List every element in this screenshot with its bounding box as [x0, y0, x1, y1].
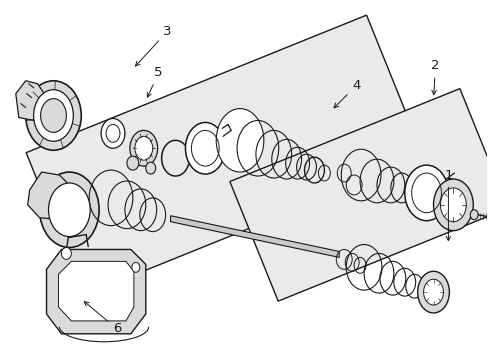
Ellipse shape	[423, 279, 443, 305]
Ellipse shape	[216, 109, 264, 172]
Ellipse shape	[41, 99, 66, 132]
Ellipse shape	[26, 81, 81, 150]
Ellipse shape	[101, 118, 124, 148]
Polygon shape	[46, 249, 145, 334]
Polygon shape	[59, 261, 134, 321]
Ellipse shape	[440, 188, 466, 222]
Polygon shape	[170, 216, 339, 257]
Ellipse shape	[469, 210, 477, 220]
Ellipse shape	[130, 130, 157, 166]
Polygon shape	[26, 15, 423, 295]
Text: 6: 6	[84, 302, 121, 336]
Ellipse shape	[185, 122, 224, 174]
Text: 5: 5	[147, 66, 163, 97]
Text: 1: 1	[443, 168, 452, 240]
Polygon shape	[28, 172, 77, 220]
Polygon shape	[229, 89, 488, 301]
Ellipse shape	[433, 179, 472, 231]
Ellipse shape	[145, 162, 155, 174]
Text: 3: 3	[135, 24, 171, 66]
Text: 2: 2	[430, 59, 439, 95]
Ellipse shape	[404, 165, 447, 221]
Ellipse shape	[40, 172, 99, 247]
Ellipse shape	[417, 271, 448, 313]
Ellipse shape	[135, 136, 152, 160]
Polygon shape	[16, 81, 48, 121]
Ellipse shape	[61, 247, 71, 260]
Ellipse shape	[34, 90, 73, 141]
Ellipse shape	[132, 262, 140, 272]
Ellipse shape	[127, 156, 139, 170]
Text: 4: 4	[333, 79, 360, 108]
Ellipse shape	[48, 183, 90, 237]
